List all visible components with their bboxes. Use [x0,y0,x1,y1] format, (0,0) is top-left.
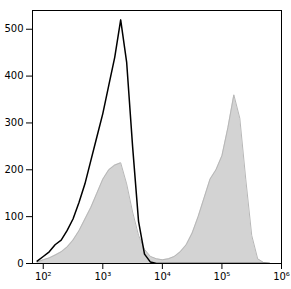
svg-text:10⁶: 10⁶ [273,271,290,282]
svg-text:10³: 10³ [94,271,111,282]
svg-text:0: 0 [17,258,23,269]
svg-text:300: 300 [4,117,23,128]
svg-text:10⁴: 10⁴ [154,271,171,282]
svg-text:400: 400 [4,70,23,81]
svg-text:10²: 10² [35,271,52,282]
svg-text:500: 500 [4,23,23,34]
svg-text:200: 200 [4,164,23,175]
svg-text:100: 100 [4,211,23,222]
svg-text:10⁵: 10⁵ [214,271,231,282]
